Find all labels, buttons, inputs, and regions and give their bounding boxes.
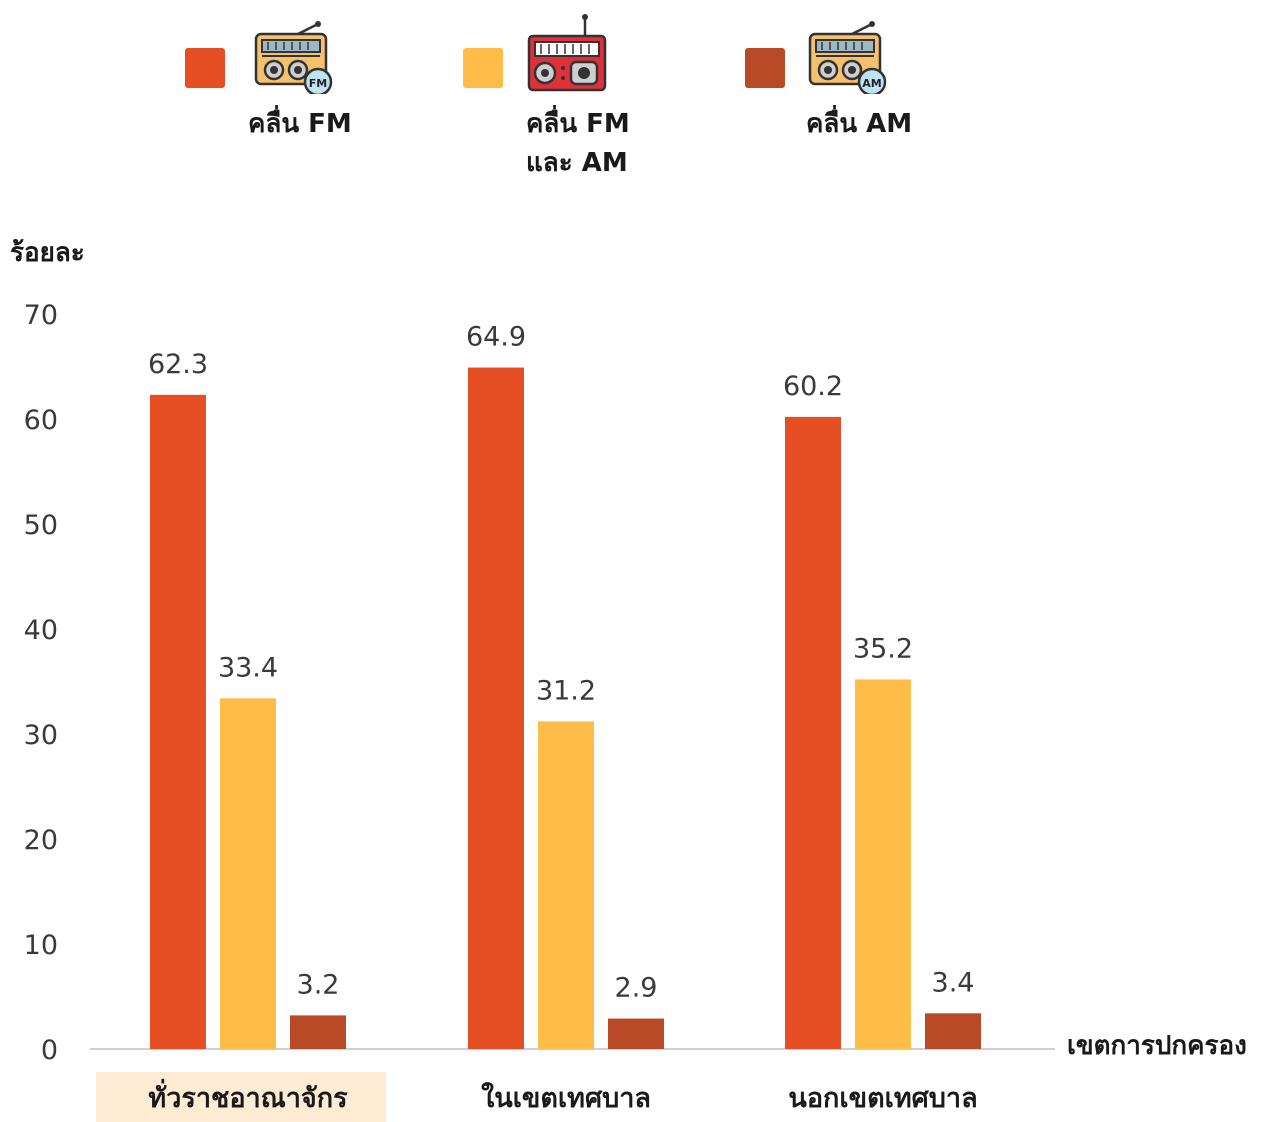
bar	[608, 1018, 664, 1049]
radio-boombox-icon	[527, 14, 607, 92]
radio-fm-icon: FM	[254, 21, 333, 94]
bar	[290, 1015, 346, 1049]
legend-swatch-am	[745, 48, 785, 88]
data-label: 33.4	[218, 652, 278, 683]
bar	[150, 394, 206, 1050]
x-tick-label: ในเขตเทศบาล	[481, 1082, 651, 1114]
legend-label-fmam-line2: และ AM	[526, 148, 628, 178]
y-tick-label: 50	[24, 510, 58, 541]
y-tick-label: 0	[41, 1035, 58, 1066]
bar	[220, 698, 276, 1049]
bar	[538, 721, 594, 1049]
bar	[785, 416, 841, 1049]
am-badge-text: AM	[862, 77, 881, 90]
legend-label-am: คลื่น AM	[806, 109, 913, 139]
data-label: 3.4	[932, 967, 975, 998]
data-label: 3.2	[297, 969, 340, 1000]
y-tick-label: 70	[24, 300, 58, 331]
y-tick-label: 20	[24, 825, 58, 856]
data-label: 35.2	[853, 633, 913, 664]
legend-label-fmam-line1: คลื่น FM	[526, 109, 630, 139]
bar	[468, 367, 524, 1049]
y-tick-label: 60	[24, 405, 58, 436]
data-label: 64.9	[466, 322, 526, 353]
data-label: 31.2	[536, 675, 596, 706]
y-tick-label: 40	[24, 615, 58, 646]
data-label: 62.3	[148, 349, 208, 380]
x-tick-label: นอกเขตเทศบาล	[788, 1083, 977, 1114]
x-axis-title: เขตการปกครอง	[1067, 1031, 1247, 1061]
y-tick-label: 30	[24, 720, 58, 751]
legend-swatch-fmam	[463, 48, 503, 88]
legend-label-fm: คลื่น FM	[248, 109, 352, 139]
data-label: 2.9	[615, 973, 658, 1004]
y-axis-title: ร้อยละ	[10, 238, 85, 268]
legend-swatch-fm	[185, 48, 225, 88]
bar	[855, 679, 911, 1049]
x-tick-label: ทั่วราชอาณาจักร	[148, 1078, 348, 1114]
fm-badge-text: FM	[309, 77, 327, 90]
data-label: 60.2	[783, 371, 843, 402]
category-highlight	[96, 1072, 386, 1122]
bar	[925, 1013, 981, 1049]
y-tick-label: 10	[24, 930, 58, 961]
radio-am-icon: AM	[808, 21, 887, 94]
